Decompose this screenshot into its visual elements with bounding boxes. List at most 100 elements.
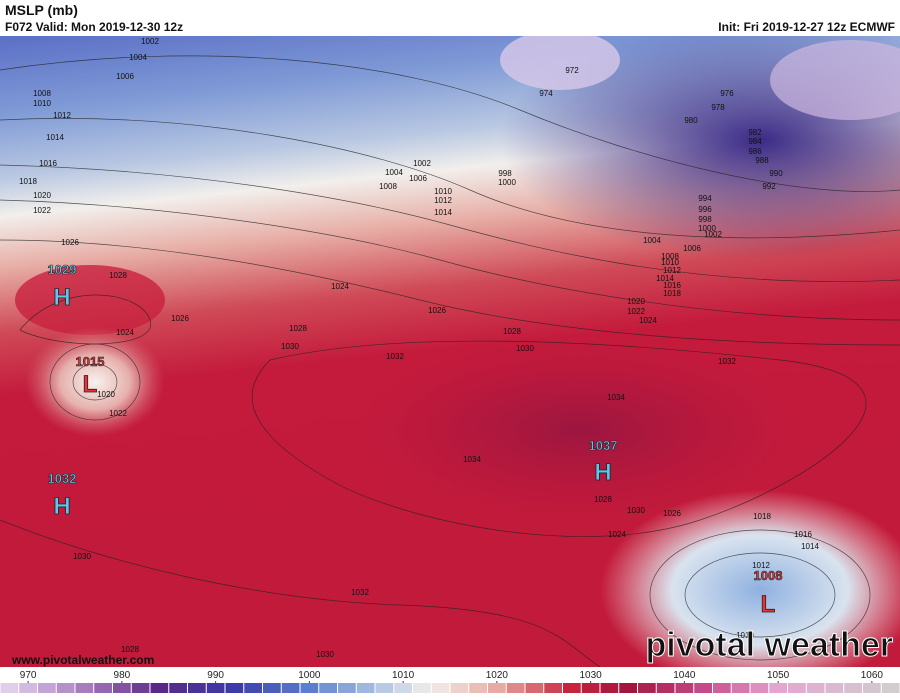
contour-label: 1002: [413, 159, 431, 168]
colorbar-tick-label: 1030: [580, 670, 603, 681]
contour-label: 1010: [661, 258, 679, 267]
contour-label: 980: [684, 116, 698, 125]
pressure-centers: 1029 H 1015 L 1032 H 1037 H 1008 L: [47, 262, 783, 619]
colorbar-swatch: [694, 683, 712, 693]
colorbar-swatch: [881, 683, 900, 693]
colorbar-swatch: [19, 683, 37, 693]
colorbar-swatch: [431, 683, 450, 693]
contour-label: 1026: [171, 314, 189, 323]
contour-label: 1026: [61, 238, 79, 247]
contour-label: 1014: [801, 542, 819, 551]
contour-label: 1002: [141, 37, 159, 46]
colorbar-swatch: [769, 683, 787, 693]
contour-label: 1034: [607, 393, 625, 402]
contour-label: 1022: [627, 307, 645, 316]
colorbar-swatch: [300, 683, 319, 693]
colorbar-swatch: [263, 683, 281, 693]
contour-label: 1012: [53, 111, 71, 120]
contour-label: 1006: [409, 174, 427, 183]
contour-label: 1024: [331, 282, 349, 291]
colorbar-swatch: [469, 683, 487, 693]
colorbar-tick-label: 1040: [673, 670, 696, 681]
contour-label: 1018: [753, 512, 771, 521]
colorbar-swatch: [113, 683, 131, 693]
contour-label: 976: [720, 89, 734, 98]
title: MSLP (mb): [5, 2, 78, 18]
contour-label: 1012: [752, 561, 770, 570]
center-letter: H: [594, 459, 611, 486]
colorbar-swatch: [375, 683, 394, 693]
center-value: 1015: [76, 354, 105, 369]
contour-label: 1008: [661, 252, 679, 261]
colorbar-tick-label: 1060: [861, 670, 884, 681]
colorbar-swatch: [38, 683, 56, 693]
center-value: 1037: [589, 438, 618, 453]
contour-label: 1032: [386, 352, 404, 361]
contour-label: 1028: [109, 271, 127, 280]
contour-label: 1014: [656, 274, 674, 283]
watermark-brand: pivotal weather: [645, 626, 893, 664]
contour-label: 1014: [46, 133, 64, 142]
contour-label: 1028: [503, 327, 521, 336]
contour-label: 1012: [663, 266, 681, 275]
colorbar-swatch: [225, 683, 244, 693]
center-letter: H: [53, 493, 70, 520]
contour-label: 1022: [109, 409, 127, 418]
contour-label: 1030: [516, 344, 534, 353]
contour-label: 1000: [698, 224, 716, 233]
contour-label: 1030: [73, 552, 91, 561]
watermark-url: www.pivotalweather.com: [11, 653, 154, 667]
contour-label: 1030: [281, 342, 299, 351]
contour-label: 1024: [116, 328, 134, 337]
colorbar-bg: [0, 667, 900, 695]
colorbar-swatch: [450, 683, 469, 693]
colorbar-swatch: [356, 683, 375, 693]
colorbar-swatch: [825, 683, 844, 693]
contour-label: 1008: [33, 89, 51, 98]
colorbar-swatch: [863, 683, 881, 693]
colorbar-swatch: [319, 683, 337, 693]
contour-label: 1028: [594, 495, 612, 504]
contour-label: 1030: [627, 506, 645, 515]
colorbar-swatch: [0, 683, 19, 693]
contour-label: 1016: [663, 281, 681, 290]
contour-label: 996: [698, 205, 712, 214]
contour-label: 1020: [33, 191, 51, 200]
colorbar-swatch: [506, 683, 525, 693]
contour-label: 1018: [19, 177, 37, 186]
contour-label: 1024: [608, 530, 626, 539]
colorbar-swatch: [188, 683, 206, 693]
center-value: 1029: [48, 262, 77, 277]
contour-label: 1010: [434, 187, 452, 196]
contour-label: 1006: [683, 244, 701, 253]
center-value: 1008: [754, 568, 783, 583]
contour-label: 984: [748, 137, 762, 146]
contour-label: 1018: [663, 289, 681, 298]
contour-label: 1026: [428, 306, 446, 315]
contour-label: 998: [498, 169, 512, 178]
contour-label: 974: [539, 89, 553, 98]
valid-time: F072 Valid: Mon 2019-12-30 12z: [5, 20, 183, 34]
colorbar-swatch: [169, 683, 187, 693]
center-letter: H: [53, 284, 70, 311]
colorbar-swatch: [600, 683, 619, 693]
contour-label: 1032: [351, 588, 369, 597]
contour-label: 978: [711, 103, 725, 112]
contour-label: 1004: [643, 236, 661, 245]
init-time: Init: Fri 2019-12-27 12z ECMWF: [718, 20, 895, 34]
colorbar-swatch: [150, 683, 169, 693]
colorbar-swatch: [750, 683, 769, 693]
contour-label: 1024: [639, 316, 657, 325]
contour-label: 1008: [379, 182, 397, 191]
low-region: [25, 327, 165, 437]
colorbar-tick-label: 1050: [767, 670, 790, 681]
colorbar-tick-label: 1020: [486, 670, 509, 681]
contour-label: 990: [769, 169, 783, 178]
contour-label: 1012: [434, 196, 452, 205]
colorbar-swatch: [581, 683, 600, 693]
contour-label: 1022: [33, 206, 51, 215]
colorbar-swatch: [281, 683, 300, 693]
colorbar-swatch: [806, 683, 825, 693]
